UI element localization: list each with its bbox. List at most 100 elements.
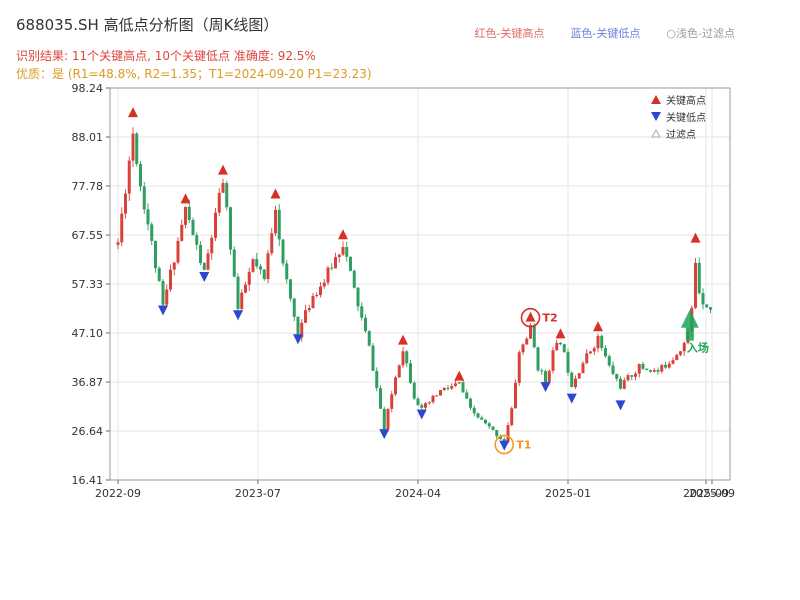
candle-body bbox=[570, 372, 574, 388]
t1-label: T1 bbox=[516, 439, 531, 452]
candle-body bbox=[679, 351, 682, 355]
candle-body bbox=[525, 338, 529, 345]
candle-body bbox=[424, 403, 427, 408]
candle-body bbox=[626, 375, 630, 381]
candle-body bbox=[289, 279, 292, 299]
candle-body bbox=[487, 423, 491, 427]
candle-body bbox=[435, 395, 439, 397]
candle-body bbox=[420, 405, 424, 408]
candle-body bbox=[502, 439, 506, 443]
candle-body bbox=[386, 408, 390, 430]
candle-body bbox=[364, 317, 367, 332]
candle-body bbox=[589, 351, 592, 354]
legend-item-label: 关键高点 bbox=[666, 94, 706, 107]
candle-body bbox=[682, 342, 686, 352]
x-tick-label: 2025-09 bbox=[689, 487, 735, 500]
candle-body bbox=[304, 310, 307, 323]
candle-body bbox=[472, 407, 476, 414]
candle-body bbox=[461, 382, 465, 393]
key-low-marker-icon bbox=[199, 271, 210, 282]
candle-body bbox=[236, 276, 240, 309]
candle-body bbox=[345, 247, 349, 257]
candle-body bbox=[150, 224, 154, 241]
candle-body bbox=[315, 295, 319, 297]
candle-body bbox=[649, 370, 652, 372]
candle-body bbox=[694, 262, 697, 308]
candle-body bbox=[259, 266, 262, 270]
key-low-marker-icon bbox=[293, 334, 303, 345]
candle-body bbox=[172, 262, 176, 270]
key-high-marker-icon bbox=[218, 164, 228, 175]
grid-layer bbox=[110, 87, 730, 481]
candle-body bbox=[697, 262, 701, 294]
candle-body bbox=[581, 363, 585, 374]
key-high-marker-icon bbox=[128, 107, 138, 118]
candle-body bbox=[637, 364, 641, 374]
top-legend-filtered: ○浅色-过滤点 bbox=[666, 27, 735, 40]
key-high-marker-icon bbox=[454, 370, 465, 381]
candle-body bbox=[334, 257, 337, 269]
candle-body bbox=[251, 259, 255, 272]
t1-circle bbox=[494, 434, 515, 455]
t2-label: T2 bbox=[543, 312, 558, 325]
candle-body bbox=[154, 240, 157, 269]
candle-body bbox=[356, 287, 360, 307]
candle-body bbox=[292, 298, 296, 317]
candle-body bbox=[484, 419, 487, 424]
candle-body bbox=[214, 212, 217, 238]
candle-body bbox=[229, 207, 232, 250]
candle-body bbox=[210, 237, 214, 254]
candle-body bbox=[536, 347, 540, 371]
candle-body bbox=[135, 133, 139, 165]
candle-body bbox=[281, 239, 285, 264]
candle-body bbox=[120, 213, 124, 243]
candle-body bbox=[382, 408, 386, 430]
candle-body bbox=[660, 364, 664, 372]
candle-body bbox=[656, 369, 660, 372]
candle-body bbox=[337, 254, 341, 258]
candle-body bbox=[701, 293, 705, 305]
x-tick-label: 2023-07 bbox=[235, 487, 281, 500]
candle-body bbox=[195, 235, 199, 245]
candle-body bbox=[397, 365, 401, 378]
candle-body bbox=[521, 344, 525, 353]
top-legend-key-low: 蓝色-关键低点 bbox=[570, 27, 641, 40]
candle-body bbox=[360, 306, 364, 318]
candle-body bbox=[555, 342, 559, 351]
candle-body bbox=[139, 164, 142, 187]
key-high-marker-icon bbox=[180, 193, 191, 204]
candle-body bbox=[495, 429, 499, 437]
candle-body bbox=[176, 240, 180, 263]
candle-body bbox=[664, 364, 667, 368]
candle-body bbox=[532, 325, 536, 348]
candle-body bbox=[352, 270, 356, 288]
candle-body bbox=[529, 325, 532, 339]
candle-body bbox=[540, 370, 544, 372]
y-tick-label: 98.24 bbox=[72, 82, 104, 95]
candle-body bbox=[457, 382, 461, 384]
candle-body bbox=[405, 351, 409, 364]
candle-body bbox=[165, 289, 169, 305]
candle-body bbox=[630, 375, 634, 377]
key-low-marker-icon bbox=[540, 382, 551, 393]
candle-body bbox=[577, 373, 581, 379]
plot-border bbox=[109, 87, 731, 481]
candle-body bbox=[619, 378, 622, 389]
candle-body bbox=[506, 425, 510, 443]
candle-body bbox=[244, 284, 247, 293]
candle-body bbox=[709, 307, 712, 310]
candle-body bbox=[146, 209, 150, 225]
candle-body bbox=[634, 373, 637, 377]
x-tick-label: 2024-04 bbox=[395, 487, 441, 500]
candle-body bbox=[442, 387, 446, 391]
candle-body bbox=[705, 304, 709, 308]
candle-body bbox=[600, 335, 604, 349]
key-low-marker-icon bbox=[379, 429, 390, 440]
candle-body bbox=[319, 286, 322, 296]
candle-body bbox=[191, 220, 195, 236]
candles-layer bbox=[116, 127, 712, 445]
candle-body bbox=[180, 224, 184, 241]
entry-label: 入场 bbox=[687, 341, 709, 355]
key-low-marker-icon bbox=[499, 440, 510, 451]
